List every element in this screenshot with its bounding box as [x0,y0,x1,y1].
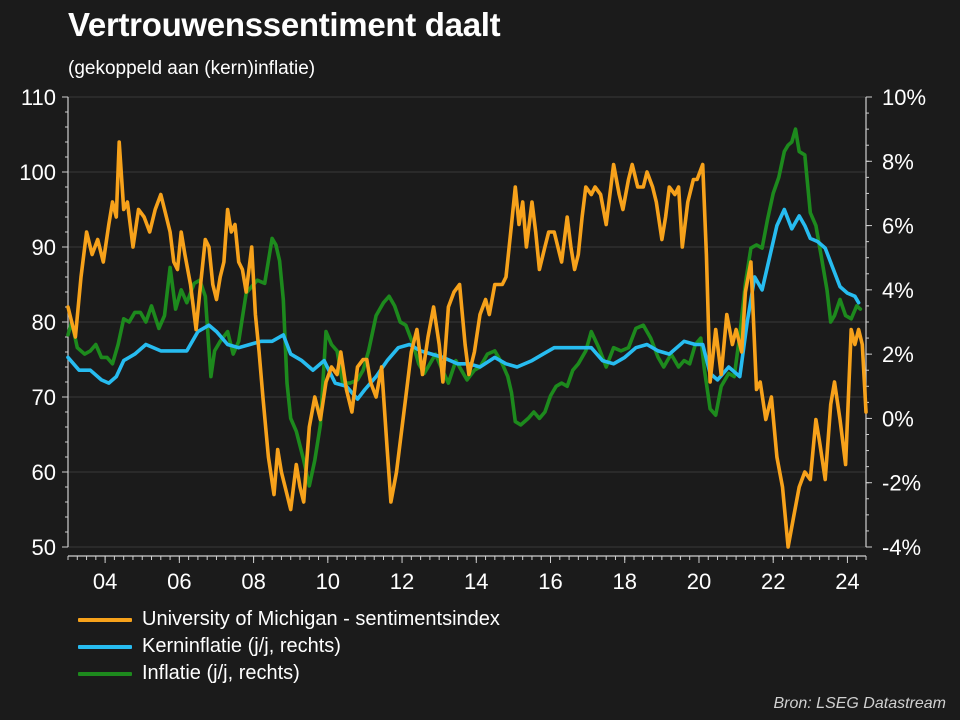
legend-item-core-inflation: Kerninflatie (j/j, rechts) [78,633,500,660]
right-tick-label: 4% [882,278,914,303]
legend-label-core-inflation: Kerninflatie (j/j, rechts) [142,635,341,657]
right-tick-label: 2% [882,342,914,367]
x-tick-label: 06 [167,569,191,594]
right-tick-label: 6% [882,214,914,239]
left-tick-label: 80 [32,310,56,335]
left-tick-label: 90 [32,235,56,260]
core-inflation-line [66,207,861,401]
chart-legend: University of Michigan - sentimentsindex… [78,606,500,687]
x-tick-label: 20 [687,569,711,594]
x-tick-label: 18 [613,569,637,594]
legend-swatch-inflation [78,671,132,676]
right-tick-label: 0% [882,406,914,431]
grid-lines [68,96,866,548]
legend-swatch-core-inflation [78,644,132,649]
x-tick-label: 16 [538,569,562,594]
right-tick-label: -4% [882,535,921,560]
legend-label-sentiment: University of Michigan - sentimentsindex [142,608,500,630]
x-tick-label: 14 [464,569,488,594]
x-tick-label: 12 [390,569,414,594]
x-tick-label: 04 [93,569,117,594]
legend-item-inflation: Inflatie (j/j, rechts) [78,660,500,687]
x-tick-label: 10 [316,569,340,594]
left-tick-label: 110 [21,85,56,110]
right-tick-label: -2% [882,471,921,496]
legend-label-inflation: Inflatie (j/j, rechts) [142,662,300,684]
chart-title: Vertrouwenssentiment daalt [68,6,501,43]
source-note: Bron: LSEG Datastream [773,695,946,712]
sentiment-line [66,140,868,549]
legend-swatch-sentiment [78,617,132,622]
chart-axes: 50 60 70 80 90 100 110 -4% -2% 0% 2% 4% 6% 8% 10% 04 06 0… [19,85,926,594]
x-tick-label: 22 [761,569,785,594]
left-tick-label: 100 [19,160,56,185]
right-tick-label: 8% [882,149,914,174]
chart-subtitle: (gekoppeld aan (kern)inflatie) [68,58,316,79]
x-tick-label: 08 [241,569,265,594]
chart-series [66,127,868,549]
right-tick-label: 10% [882,85,926,110]
left-tick-label: 50 [32,535,56,560]
left-tick-label: 60 [32,460,56,485]
inflation-line [66,127,863,488]
legend-item-sentiment: University of Michigan - sentimentsindex [78,606,500,633]
x-tick-label: 24 [835,569,859,594]
left-tick-label: 70 [32,385,56,410]
